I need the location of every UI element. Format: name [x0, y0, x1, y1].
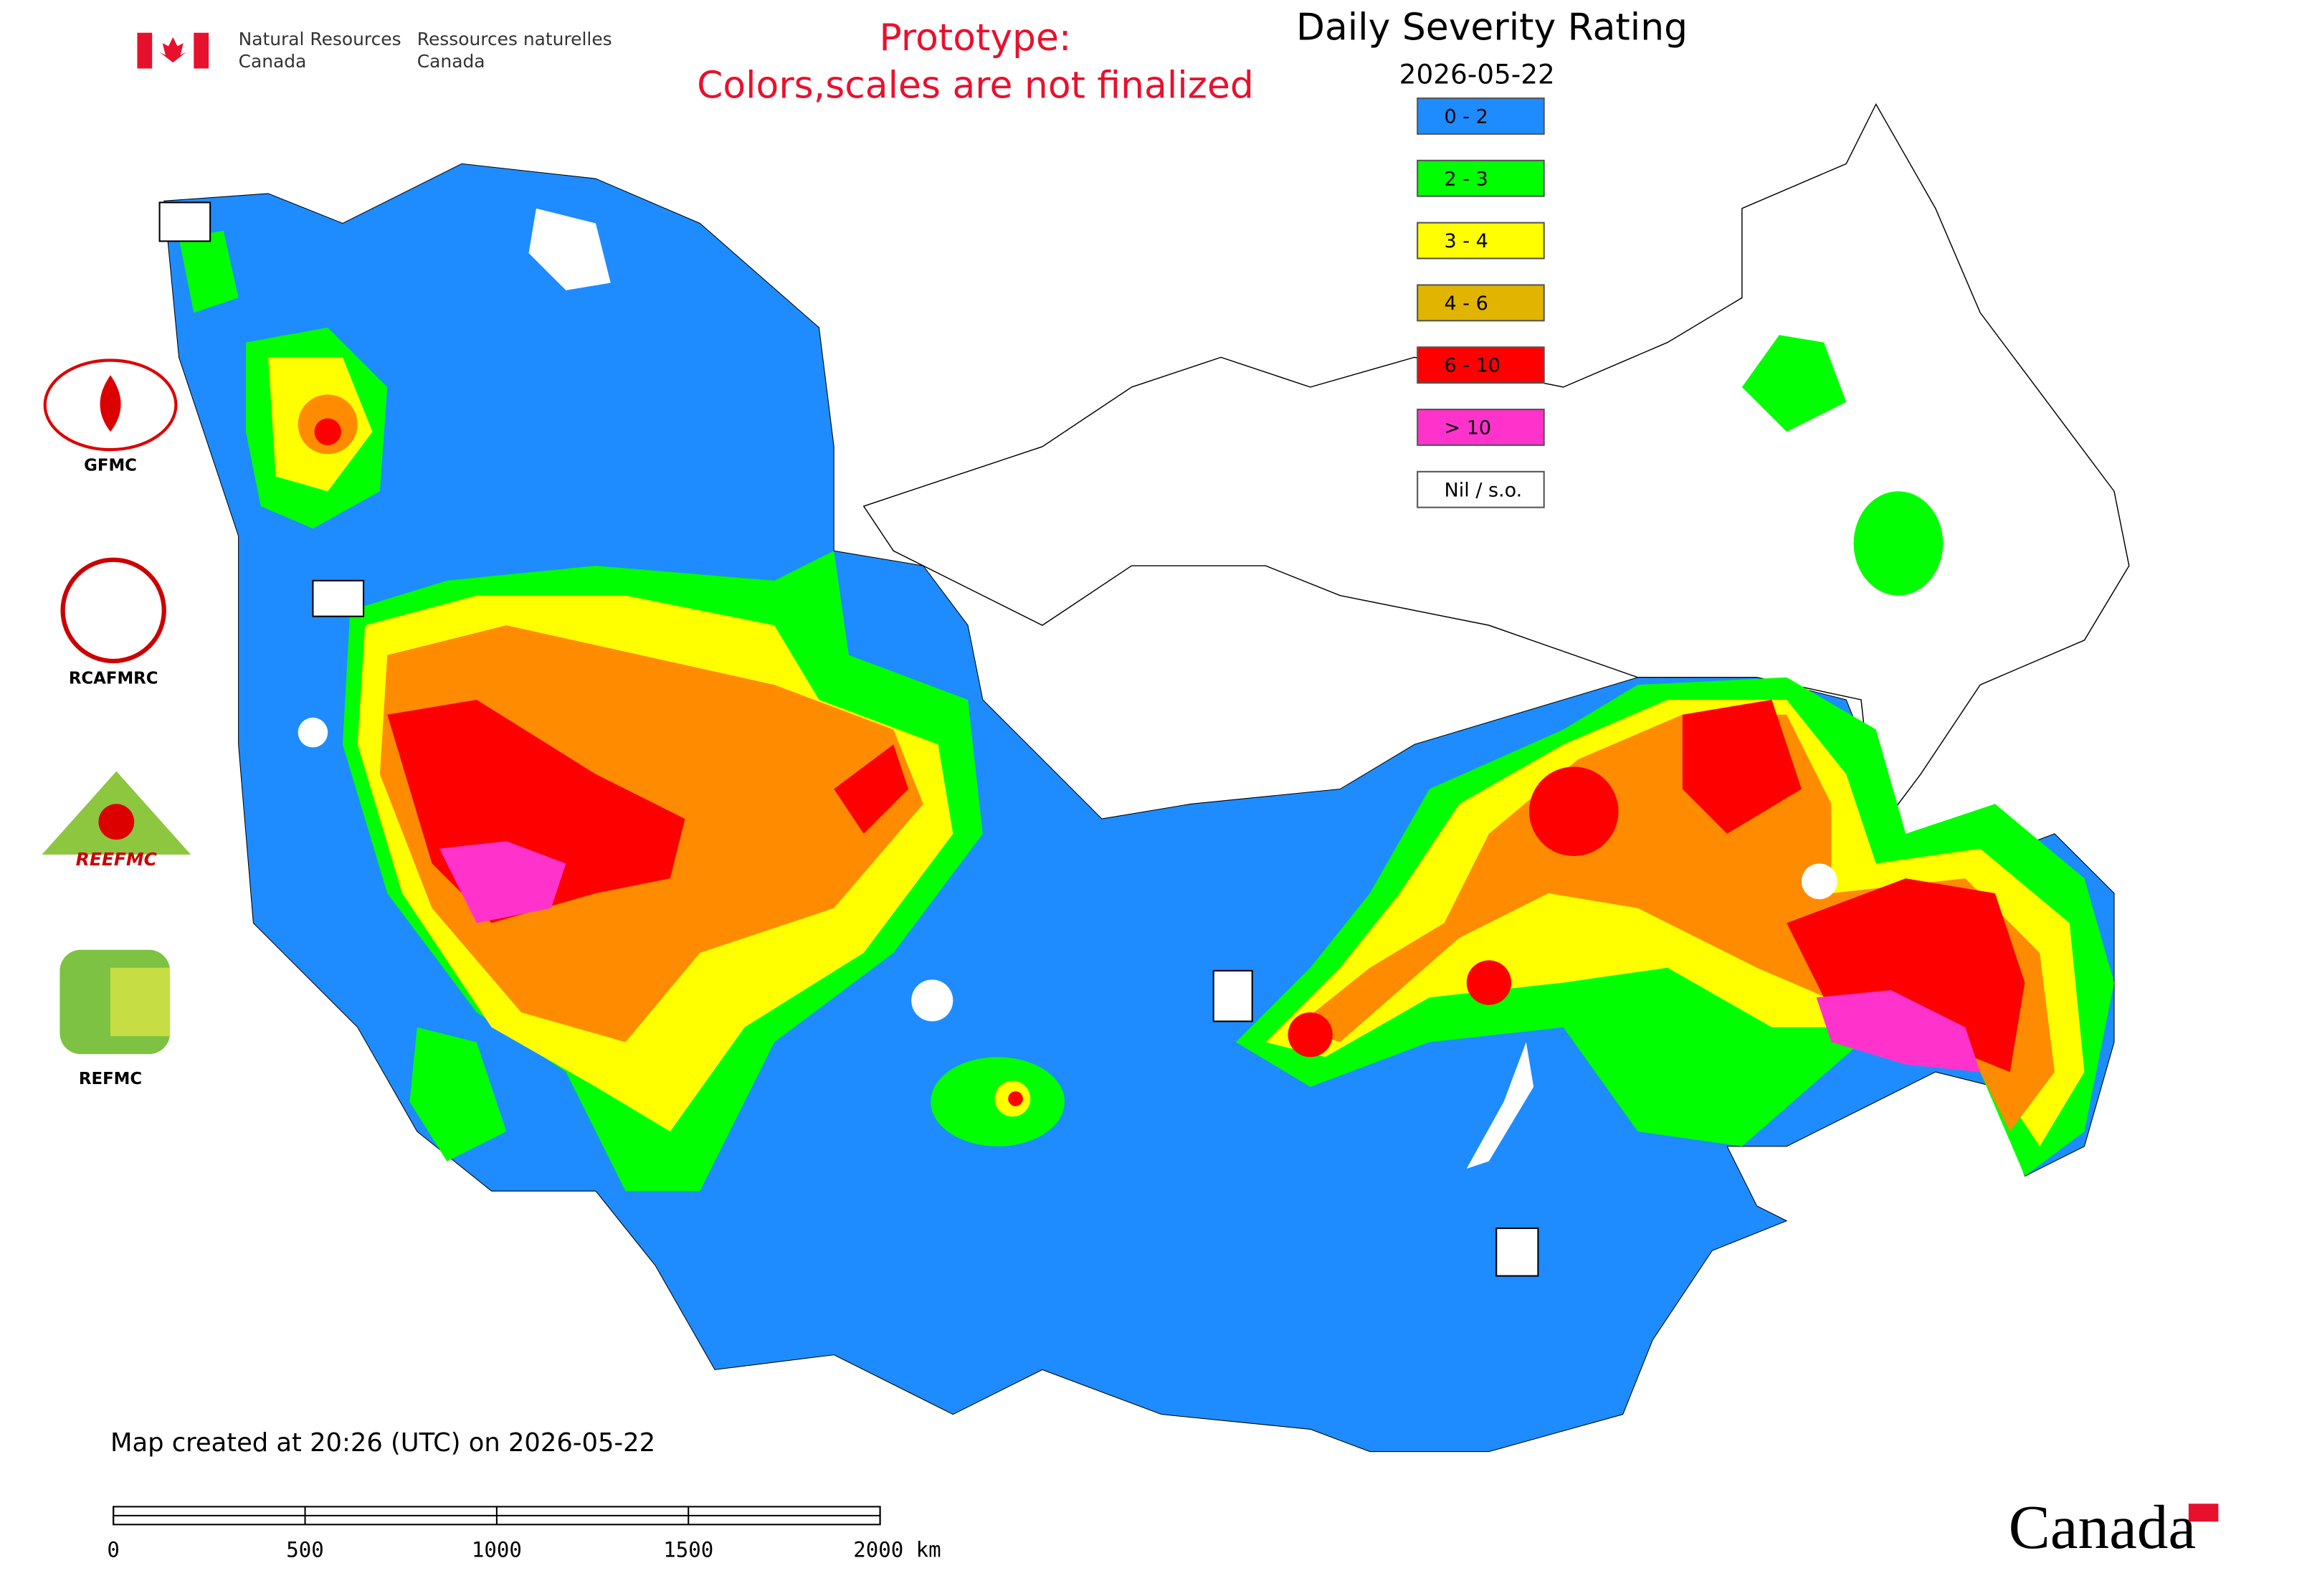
- legend-swatch: [1417, 98, 1545, 135]
- legend-label: > 10: [1445, 417, 1492, 440]
- org-fr: Ressources naturelles: [417, 29, 612, 49]
- logo-gfmc: [43, 358, 178, 452]
- legend-swatch: [1417, 284, 1545, 322]
- legend-swatch: [1417, 222, 1545, 260]
- notice: Prototype:: [880, 16, 1072, 60]
- logo-label: GFMC: [84, 456, 137, 475]
- date: 2026-05-22: [1399, 58, 1555, 90]
- legend-label: 2 - 3: [1445, 168, 1488, 190]
- legend-swatch: [1417, 470, 1545, 508]
- gov-signature: [137, 32, 209, 69]
- logo-refmc: [60, 949, 171, 1055]
- legend-label: 4 - 6: [1445, 293, 1488, 315]
- logo-label: REFMC: [79, 1070, 142, 1088]
- legend-swatch: [1417, 408, 1545, 446]
- scale-label: 2000 km: [853, 1538, 941, 1562]
- logo-label: RCAFMRC: [69, 669, 158, 688]
- org-en: Natural Resources: [239, 29, 401, 49]
- wordmark-flag: [2188, 1504, 2219, 1522]
- legend-label: 6 - 10: [1445, 355, 1500, 377]
- legend-label: Nil / s.o.: [1445, 479, 1523, 501]
- footer: Map created at 20:26 (UTC) on 2026-05-22: [110, 1428, 655, 1458]
- legend-swatch: [1417, 346, 1545, 384]
- scale-label: 1000: [472, 1538, 522, 1562]
- scale-label: 500: [286, 1538, 324, 1562]
- legend-swatch: [1417, 159, 1545, 197]
- org-fr: Canada: [417, 51, 485, 72]
- map: [158, 103, 2130, 1453]
- logo-reefmc: [42, 771, 191, 855]
- wordmark: Canada: [2009, 1492, 2196, 1562]
- scale-label: 1500: [663, 1538, 713, 1562]
- legend-label: 0 - 2: [1445, 106, 1488, 128]
- scale-label: 0: [107, 1538, 120, 1562]
- legend: 0 - 2 2 - 3 3 - 4 4 - 6 6 - 10 > 10 Nil / s.o.: [1417, 98, 1545, 508]
- logo-label: REEFMC: [76, 849, 158, 870]
- scale-bar: 0 500 1000 1500 2000 km: [107, 1506, 941, 1562]
- logo-rcafmrc: [60, 557, 166, 664]
- legend-label: 3 - 4: [1445, 230, 1488, 252]
- org-en: Canada: [239, 51, 307, 72]
- notice: Colors,scales are not finalized: [697, 65, 1254, 108]
- title: Daily Severity Rating: [1296, 6, 1688, 49]
